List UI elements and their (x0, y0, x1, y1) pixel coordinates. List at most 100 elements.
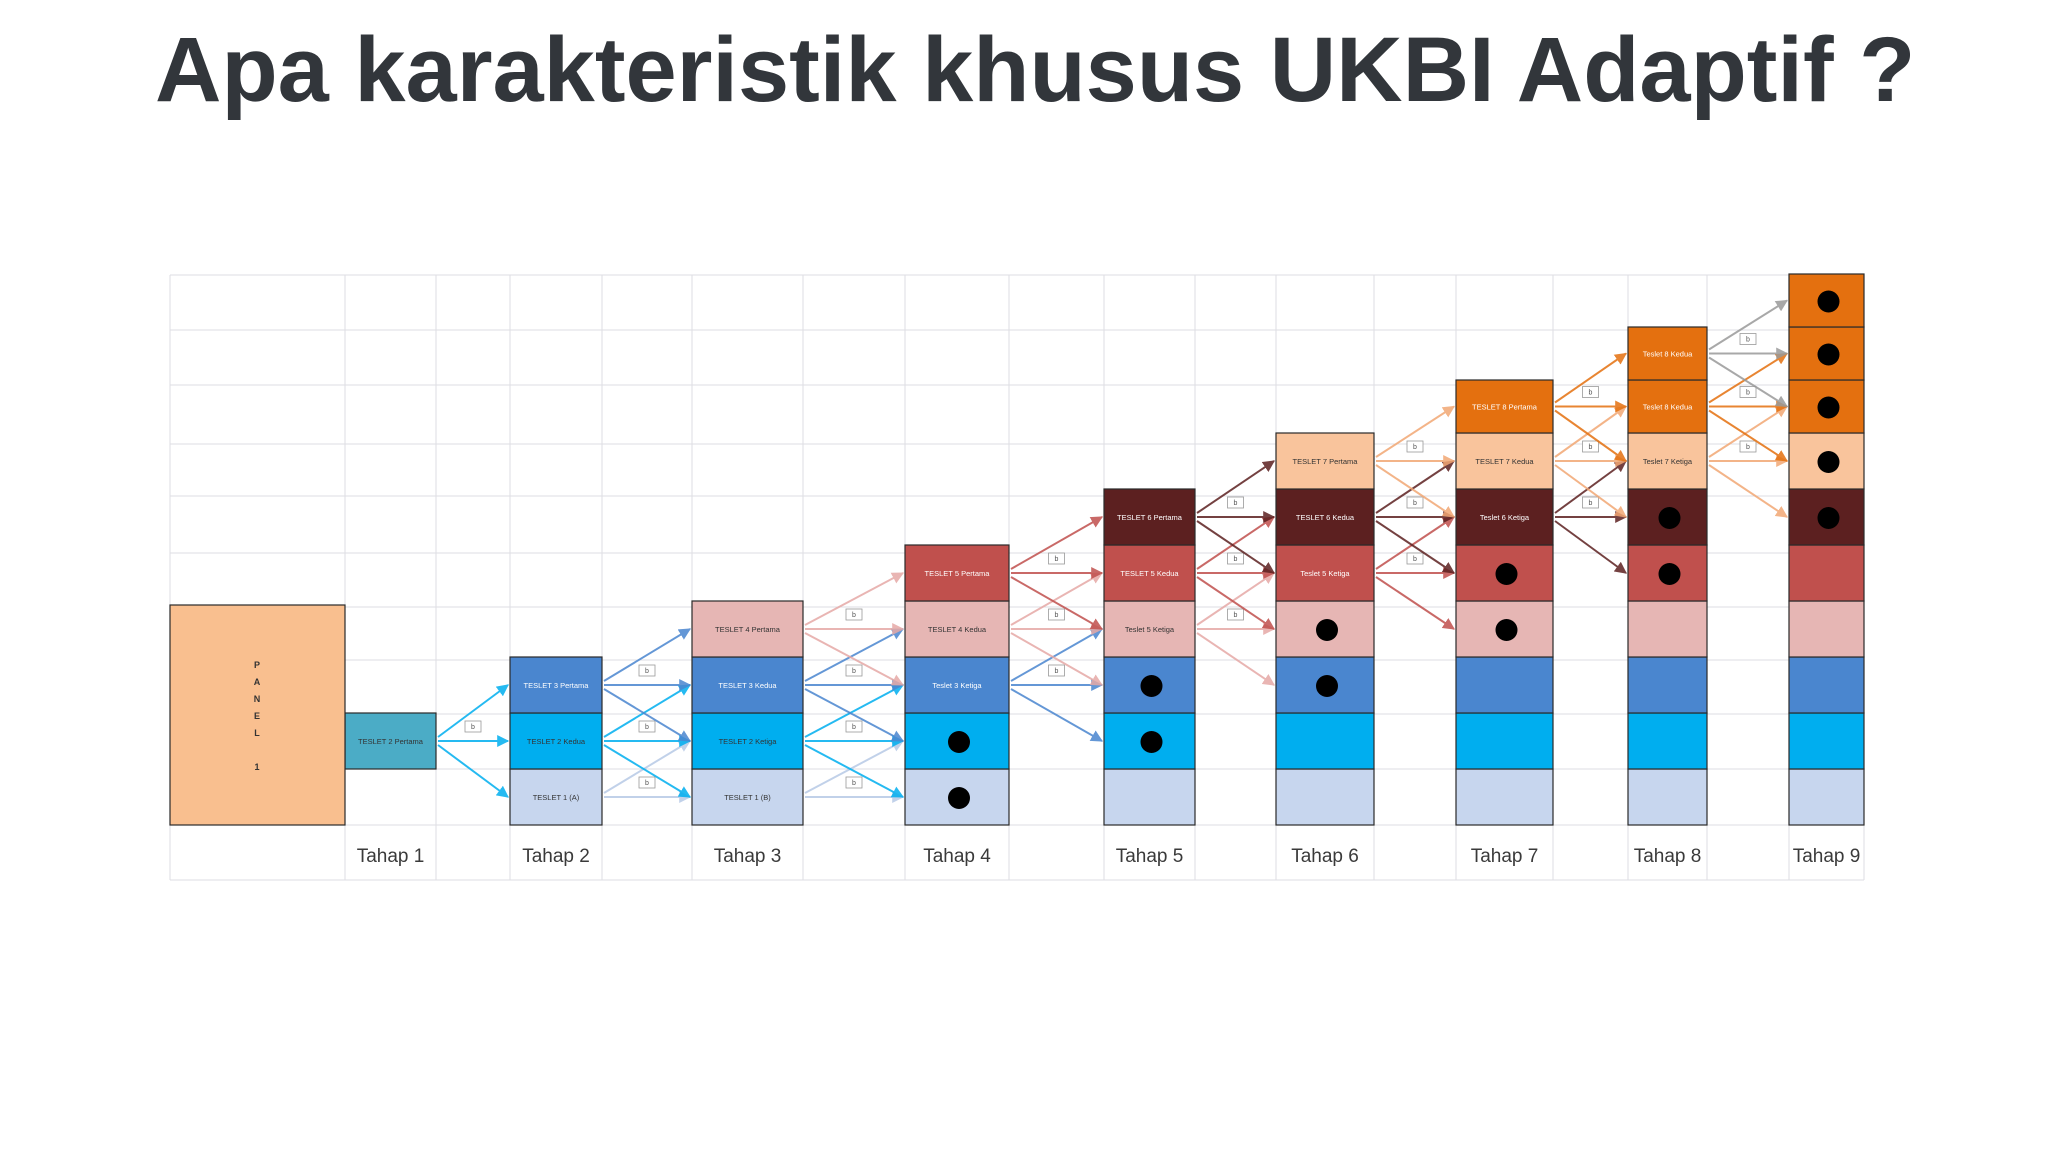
transition-arrow (1196, 460, 1275, 514)
branch-label: b (1739, 386, 1757, 398)
testlet-box (1455, 600, 1554, 658)
transition-arrow (804, 688, 905, 742)
transition-arrow (1554, 520, 1627, 574)
completion-dot (1817, 396, 1840, 419)
svg-text:b: b (1234, 500, 1238, 507)
testlet-label: TESLET 5 Kedua (1120, 569, 1179, 578)
stage-label: Tahap 6 (1291, 846, 1359, 867)
completion-dot (1316, 619, 1338, 641)
panel-letter: L (254, 728, 260, 738)
testlet-box (1455, 656, 1554, 714)
testlet-label: TESLET 6 Pertama (1117, 513, 1183, 522)
branch-label: b (1048, 552, 1065, 565)
transition-arrow (1196, 516, 1275, 570)
transition-arrow (1554, 405, 1627, 458)
transition-arrow (1010, 572, 1104, 626)
branch-label: b (845, 608, 863, 621)
transition-arrow (603, 688, 692, 742)
branch-label: b (1227, 552, 1244, 565)
completion-dot (1817, 290, 1840, 313)
testlet-box: Teslet 5 Ketiga (1103, 600, 1196, 658)
transition-arrow (1708, 356, 1789, 408)
testlet-box: Teslet 3 Ketiga (904, 656, 1010, 714)
svg-text:b: b (1746, 337, 1750, 344)
transition-arrow (1554, 352, 1627, 404)
transition-arrow (1375, 464, 1455, 518)
transition-arrow (1196, 632, 1275, 686)
testlet-box: TESLET 6 Pertama (1103, 488, 1196, 546)
transition-arrow (1010, 628, 1104, 682)
branch-label: b (1227, 608, 1244, 621)
testlet-boxes: TESLET 2 Pertama TESLET 1 (A) TESLET 2 Ked… (344, 273, 1865, 826)
branch-label: b (638, 664, 656, 677)
transition-arrow (1196, 576, 1275, 630)
svg-text:b: b (852, 724, 856, 731)
testlet-label: TESLET 7 Pertama (1293, 457, 1359, 466)
branch-label: b (1048, 664, 1065, 677)
testlet-label: TESLET 8 Pertama (1472, 403, 1538, 412)
branch-label: b (1406, 496, 1424, 509)
svg-text:b: b (1055, 556, 1059, 563)
testlet-label: TESLET 5 Pertama (925, 569, 991, 578)
panel-letter: 1 (254, 762, 259, 772)
testlet-box (1103, 656, 1196, 714)
testlet-label: TESLET 7 Kedua (1475, 457, 1534, 466)
completion-dot (948, 787, 970, 809)
stage-labels: Tahap 1 Tahap 2 Tahap 3 Tahap 4 Tahap 5 Tahap… (357, 846, 1861, 867)
transition-arrow (804, 684, 905, 738)
transition-arrow (1554, 460, 1627, 514)
testlet-box: TESLET 7 Pertama (1275, 432, 1375, 490)
transition-arrow (1196, 572, 1275, 626)
testlet-box (1788, 712, 1865, 770)
testlet-label: Teslet 3 Ketiga (932, 681, 982, 690)
testlet-label: TESLET 6 Kedua (1296, 513, 1355, 522)
testlet-box: TESLET 4 Pertama (691, 600, 804, 658)
testlet-box: TESLET 2 Kedua (509, 712, 603, 770)
testlet-label: TESLET 2 Kedua (527, 737, 586, 746)
branch-label: b (1739, 333, 1757, 345)
stage-label: Tahap 4 (923, 846, 991, 867)
svg-text:b: b (645, 668, 649, 675)
testlet-box (1627, 712, 1708, 770)
completion-dot (1817, 507, 1840, 529)
completion-dot (1495, 619, 1518, 641)
testlet-box: Teslet 5 Ketiga (1275, 544, 1375, 602)
testlet-box (1103, 712, 1196, 770)
transition-arrow (1010, 516, 1104, 570)
branch-label: b (1227, 496, 1244, 509)
transition-arrow (603, 740, 692, 794)
testlet-box: TESLET 3 Kedua (691, 656, 804, 714)
svg-text:b: b (1055, 668, 1059, 675)
branch-label: b (845, 776, 863, 789)
testlet-box: Teslet 6 Ketiga (1455, 488, 1554, 546)
testlet-box: TESLET 2 Pertama (344, 712, 437, 770)
testlet-box (1788, 488, 1865, 546)
panel-letter: N (254, 694, 261, 704)
transition-arrow (1708, 405, 1789, 458)
completion-dot (1817, 451, 1840, 473)
branch-label: b (1739, 440, 1757, 453)
transition-arrow (1708, 352, 1789, 404)
transition-arrow (804, 632, 905, 686)
svg-text:b: b (1746, 444, 1750, 451)
stage-label: Tahap 8 (1634, 846, 1702, 867)
testlet-box (1788, 600, 1865, 658)
svg-text:b: b (1234, 612, 1238, 619)
completion-dot (1658, 563, 1681, 585)
testlet-label: TESLET 2 Pertama (358, 737, 424, 746)
testlet-box (1788, 379, 1865, 434)
svg-text:b: b (1413, 500, 1417, 507)
testlet-label: TESLET 1 (B) (724, 793, 771, 802)
testlet-box (1788, 544, 1865, 602)
completion-dot (948, 731, 970, 753)
svg-text:b: b (645, 780, 649, 787)
transition-arrow (1708, 409, 1789, 462)
testlet-box: Teslet 8 Kedua (1627, 326, 1708, 381)
transition-arrow (1010, 632, 1104, 686)
testlet-label: TESLET 1 (A) (533, 793, 580, 802)
testlet-label: Teslet 5 Ketiga (1125, 625, 1175, 634)
stage-label: Tahap 5 (1116, 846, 1184, 867)
testlet-label: TESLET 2 Ketiga (719, 737, 778, 746)
testlet-box (1627, 600, 1708, 658)
